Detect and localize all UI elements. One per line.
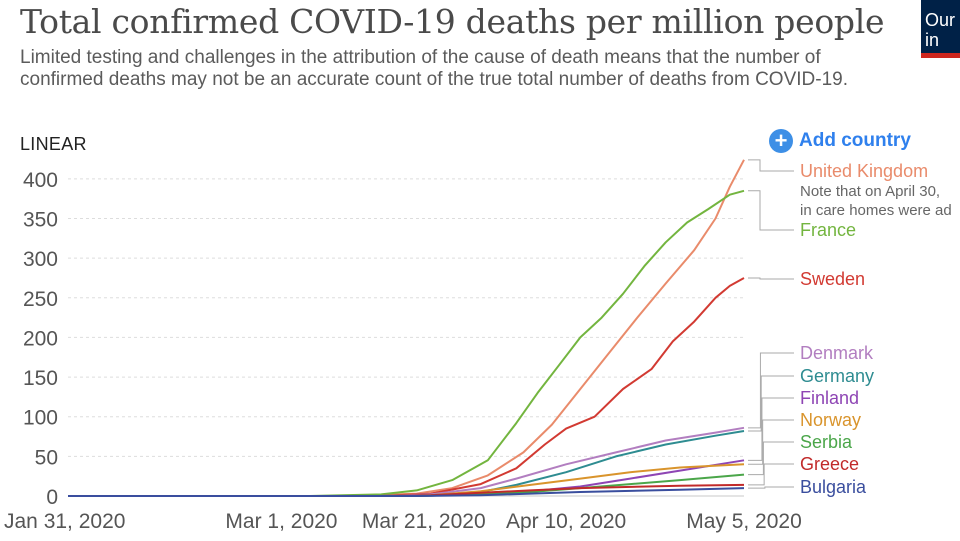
annotation-note: Note that on April 30, <box>800 183 940 200</box>
chart-title: Total confirmed COVID-19 deaths per mill… <box>20 2 885 41</box>
legend-connector <box>748 441 794 476</box>
y-tick-label: 300 <box>23 248 58 271</box>
legend-label: Sweden <box>800 269 865 289</box>
plus-circle-icon: + <box>769 129 793 153</box>
x-tick-label: Jan 31, 2020 <box>4 510 125 533</box>
legend-connector <box>748 375 794 432</box>
legend-connector <box>748 486 794 489</box>
legend-connector <box>748 397 794 461</box>
logo-line-1: Our <box>925 10 956 30</box>
y-tick-label: 200 <box>23 327 58 350</box>
y-tick-label: 0 <box>46 486 58 509</box>
y-tick-label: 100 <box>23 407 58 430</box>
owid-logo[interactable]: Our in <box>921 0 960 58</box>
series-line <box>68 159 745 497</box>
x-tick-label: Apr 10, 2020 <box>506 510 626 533</box>
legend-label: Denmark <box>800 343 874 363</box>
y-tick-label: 350 <box>23 209 58 232</box>
legend-label: Serbia <box>800 432 853 452</box>
y-tick-label: 400 <box>23 169 58 192</box>
series-line <box>68 473 745 497</box>
logo-line-2: in <box>925 30 940 50</box>
y-tick-label: 250 <box>23 288 58 311</box>
scale-toggle[interactable]: LINEAR <box>20 134 87 154</box>
legend-label: United Kingdom <box>800 161 928 181</box>
legend-connector <box>748 419 794 465</box>
legend-connector <box>748 159 794 172</box>
legend-connector <box>748 352 794 429</box>
legend-label: Germany <box>800 366 874 386</box>
legend-connector <box>748 463 794 486</box>
add-country-label: Add country <box>799 130 911 151</box>
legend-label: Greece <box>800 454 859 474</box>
series-line <box>68 189 745 497</box>
series-line <box>68 487 745 497</box>
y-tick-label: 150 <box>23 367 58 390</box>
legend-label: Bulgaria <box>800 477 867 497</box>
legend-connector <box>748 190 794 231</box>
x-tick-label: May 5, 2020 <box>686 510 802 533</box>
x-tick-label: Mar 1, 2020 <box>225 510 337 533</box>
series-line <box>68 277 745 497</box>
legend-label: Norway <box>800 410 861 430</box>
legend-label: France <box>800 220 856 240</box>
annotation-note: in care homes were ad <box>800 202 952 219</box>
x-tick-label: Mar 21, 2020 <box>362 510 486 533</box>
chart-subtitle: Limited testing and challenges in the at… <box>20 47 848 90</box>
y-tick-label: 50 <box>35 446 58 469</box>
legend-connector <box>748 277 794 280</box>
legend-label: Finland <box>800 388 859 408</box>
add-country-button[interactable]: + Add country <box>769 129 911 153</box>
